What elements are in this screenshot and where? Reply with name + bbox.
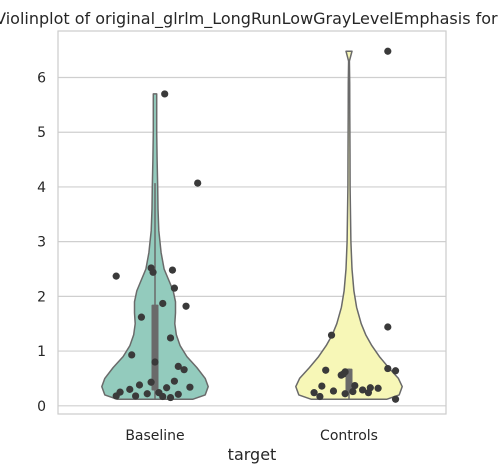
data-point bbox=[391, 367, 400, 375]
y-tick-label: 6 bbox=[37, 71, 46, 87]
data-point bbox=[322, 366, 330, 374]
data-point bbox=[149, 268, 157, 276]
x-tick-label: Controls bbox=[320, 428, 378, 444]
iqr-box bbox=[151, 304, 159, 391]
x-axis-title: target bbox=[228, 445, 277, 464]
x-tick-label: Baseline bbox=[125, 428, 184, 444]
data-point bbox=[159, 299, 167, 308]
data-point bbox=[364, 389, 372, 397]
data-point bbox=[358, 386, 367, 394]
data-point bbox=[137, 313, 146, 321]
data-point bbox=[147, 378, 155, 386]
data-point bbox=[316, 392, 324, 401]
y-tick-label: 0 bbox=[37, 399, 46, 415]
x-tick-labels: Baseline Controls bbox=[125, 428, 378, 444]
data-point bbox=[143, 390, 151, 398]
data-point bbox=[349, 387, 357, 396]
data-points bbox=[112, 47, 400, 403]
data-point bbox=[351, 381, 359, 390]
data-point bbox=[174, 362, 182, 370]
data-point bbox=[159, 392, 167, 401]
data-point bbox=[132, 392, 140, 400]
data-point bbox=[327, 331, 336, 339]
y-tick-label: 3 bbox=[37, 235, 46, 251]
data-point bbox=[151, 358, 159, 366]
data-point bbox=[170, 284, 178, 292]
violins bbox=[101, 50, 403, 400]
data-point bbox=[384, 364, 392, 373]
data-point bbox=[135, 381, 144, 389]
data-point bbox=[174, 390, 182, 398]
data-point bbox=[166, 393, 175, 402]
data-point bbox=[161, 90, 169, 98]
violin-controls bbox=[295, 50, 403, 400]
data-point bbox=[182, 302, 190, 310]
y-tick-label: 2 bbox=[37, 289, 46, 305]
data-point bbox=[186, 383, 194, 391]
data-point bbox=[112, 392, 120, 400]
data-point bbox=[128, 351, 136, 359]
data-point bbox=[163, 384, 171, 392]
data-point bbox=[310, 389, 318, 397]
data-point bbox=[329, 387, 338, 395]
data-point bbox=[391, 395, 400, 403]
data-point bbox=[170, 377, 178, 385]
data-point bbox=[384, 47, 392, 55]
y-tick-label: 4 bbox=[37, 180, 46, 196]
y-tick-label: 1 bbox=[37, 344, 46, 360]
y-tick-labels: 0 1 2 3 4 5 6 bbox=[37, 71, 46, 415]
data-point bbox=[341, 390, 349, 398]
data-point bbox=[168, 266, 177, 274]
data-point bbox=[318, 382, 326, 390]
data-point bbox=[180, 366, 188, 374]
data-point bbox=[126, 385, 134, 393]
grid-lines bbox=[58, 76, 446, 407]
chart-title: Violinplot of original_glrlm_LongRunLowG… bbox=[0, 9, 503, 29]
plot-frame bbox=[57, 30, 447, 415]
y-tick-label: 5 bbox=[37, 125, 46, 141]
data-point bbox=[166, 334, 175, 342]
data-point bbox=[112, 272, 120, 280]
data-point bbox=[374, 384, 382, 392]
data-point bbox=[337, 371, 345, 379]
data-point bbox=[384, 323, 392, 331]
data-point bbox=[194, 179, 202, 187]
